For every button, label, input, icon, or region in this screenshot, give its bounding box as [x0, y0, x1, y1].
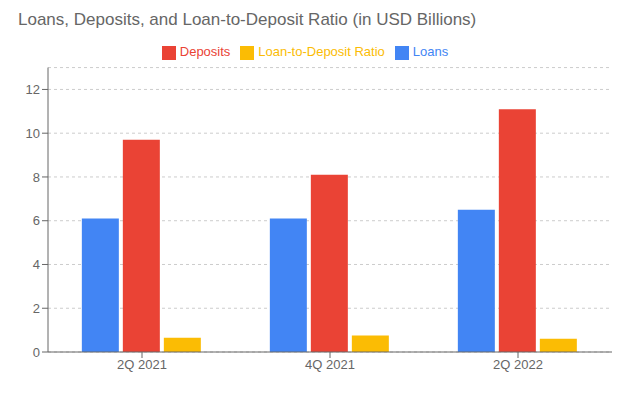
svg-text:10: 10 [26, 126, 40, 141]
svg-text:4Q 2021: 4Q 2021 [305, 357, 355, 372]
svg-text:0: 0 [33, 345, 40, 360]
svg-text:2Q 2021: 2Q 2021 [117, 357, 167, 372]
svg-text:8: 8 [33, 170, 40, 185]
html-text:Loans: Loans [412, 44, 449, 59]
html-text:Deposits: Deposits [179, 44, 231, 59]
html-text:Loans, Deposits, and Loan-to-D: Loans, Deposits, and Loan-to-Deposit Rat… [18, 10, 477, 29]
svg-text:2: 2 [33, 301, 40, 316]
svg-text:12: 12 [26, 82, 40, 97]
svg-text:2Q 2022: 2Q 2022 [493, 357, 543, 372]
svg-text:6: 6 [33, 213, 40, 228]
svg-text:4: 4 [33, 257, 40, 272]
html-text:Loan-to-Deposit Ratio: Loan-to-Deposit Ratio [258, 44, 385, 59]
